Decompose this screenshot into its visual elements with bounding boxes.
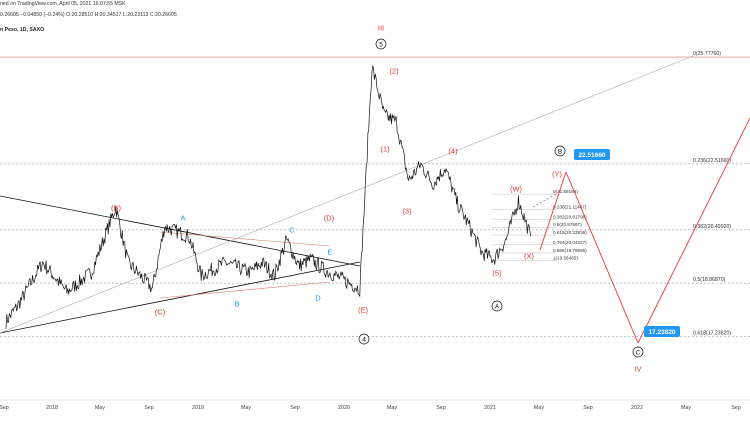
target-badge-label: 17.23820 xyxy=(648,329,675,336)
target-badge xyxy=(574,149,610,160)
wave-label: (3) xyxy=(402,207,412,216)
x-tick-label: May xyxy=(534,405,544,411)
wave-label: (X) xyxy=(524,252,535,261)
wave-label: A xyxy=(495,304,500,311)
channel-line xyxy=(159,281,331,299)
target-badge xyxy=(644,326,680,337)
small-fib-label: 0.886(19.79585) xyxy=(553,248,587,253)
wave-label: C xyxy=(289,226,295,235)
projection-dashed xyxy=(532,193,557,208)
x-axis: Sep 2018 May Sep 2019 May Sep 2020 May Sep 2021 May… xyxy=(0,399,750,411)
annotation-lines xyxy=(0,55,750,344)
wave-circle xyxy=(375,38,387,50)
wave-label: E xyxy=(327,248,332,257)
wave-label: (C) xyxy=(155,308,166,317)
long-trend-line xyxy=(0,55,694,334)
wave-label: III xyxy=(378,24,384,33)
wave-label: (B) xyxy=(111,204,122,213)
channel-line xyxy=(159,231,331,247)
x-tick-label: May xyxy=(241,405,251,411)
wave-label: A xyxy=(180,214,185,223)
wave-label: (4) xyxy=(448,147,458,156)
price-line xyxy=(5,65,531,329)
projection-line xyxy=(539,171,567,251)
x-tick-label: Sep xyxy=(290,405,300,411)
wave-label: C xyxy=(636,350,641,357)
triangle-upper-line xyxy=(0,195,361,267)
small-fib-label: 0.5(20.57867) xyxy=(553,222,582,227)
small-fib-label: 0.236(21.11407) xyxy=(553,205,587,210)
projection-line xyxy=(637,117,750,344)
wave-label: IV xyxy=(634,365,641,374)
x-tick-label: 2019 xyxy=(192,405,204,411)
target-badge-label: 22.51660 xyxy=(578,152,605,159)
ohlc-readout: 0.26605 −0.04850 (−0.24%) O:20.28510 H:2… xyxy=(0,12,177,18)
wave-circle xyxy=(554,145,566,157)
wave-label: 4 xyxy=(362,337,366,344)
x-tick-label: Sep xyxy=(0,405,9,411)
wave-label: (1) xyxy=(380,145,390,154)
wave-label: B xyxy=(558,149,562,156)
x-tick-label: Sep xyxy=(731,405,741,411)
x-tick-label: 2021 xyxy=(484,405,496,411)
symbol-title: n Peso, 1D, SAXO xyxy=(0,27,45,33)
projection-line xyxy=(565,171,639,344)
x-tick-label: May xyxy=(681,405,691,411)
x-tick-label: 2020 xyxy=(338,405,350,411)
fib-level-label: 0(25.77760) xyxy=(693,51,721,57)
wave-label: (D) xyxy=(324,214,335,223)
wave-circle xyxy=(491,300,503,312)
fib-level-label: 0.236(22.51660) xyxy=(693,158,731,164)
x-tick-label: May xyxy=(95,405,105,411)
small-fib-label: 1(19.56465) xyxy=(553,255,578,260)
wave-labels: (B) A C (D) E (C) B D (E) 5 III (1) (2) (3) (4) (5) (W) (… xyxy=(111,24,680,374)
x-tick-label: May xyxy=(387,405,397,411)
wave-label: (Y) xyxy=(552,170,563,179)
wave-label: (2) xyxy=(389,67,399,76)
published-info: ned on TradingView.com, April 05, 2021 1… xyxy=(0,1,126,7)
fib-level-label: 0.5(18.86870) xyxy=(693,277,726,283)
x-tick-label: Sep xyxy=(144,405,154,411)
wave-label: (E) xyxy=(358,306,369,315)
wave-circle xyxy=(632,346,644,358)
wave-label: D xyxy=(315,294,321,303)
wave-label: B xyxy=(234,300,239,309)
wave-circle xyxy=(358,333,370,345)
small-fib-label: 0.618(20.33936) xyxy=(553,230,587,235)
wave-label: 5 xyxy=(379,42,383,49)
x-tick-label: 2022 xyxy=(631,405,643,411)
fib-level-label: 0.618(17.23820) xyxy=(693,331,731,337)
small-fib-label: 0(21.59168) xyxy=(553,189,578,194)
chart-header: ned on TradingView.com, April 05, 2021 1… xyxy=(0,0,750,40)
fib-level-label: 0.382(20.49920) xyxy=(693,224,731,230)
x-tick-label: Sep xyxy=(436,405,446,411)
price-series xyxy=(5,65,531,329)
x-tick-label: Sep xyxy=(583,405,593,411)
small-fib-label: 0.764(20.04327) xyxy=(553,240,587,245)
wave-label: (W) xyxy=(510,185,523,194)
triangle-lower-line xyxy=(0,261,361,334)
wave-label: (5) xyxy=(492,269,502,278)
small-fib-label: 0.382(20.81798) xyxy=(553,214,587,219)
x-tick-label: 2018 xyxy=(46,405,58,411)
fib-grid: 0(25.77760) 0.236(22.51660) 0.382(20.49920… xyxy=(0,51,750,337)
